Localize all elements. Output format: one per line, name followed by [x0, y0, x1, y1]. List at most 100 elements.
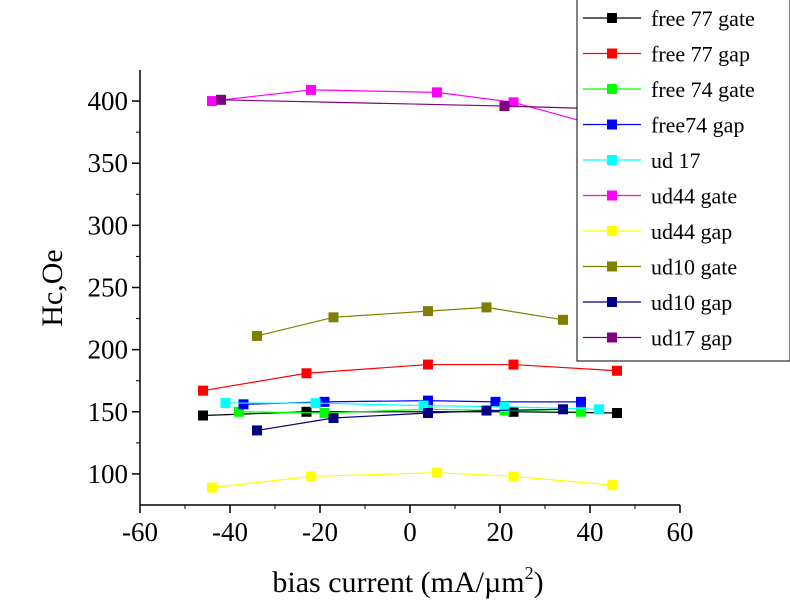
data-point — [508, 359, 519, 370]
x-tick-label: 40 — [577, 517, 604, 547]
legend-label: ud 17 — [651, 148, 701, 173]
series-line — [202, 363, 618, 392]
series-line — [225, 402, 600, 410]
x-tick-label: 0 — [403, 517, 417, 547]
series-6 — [207, 467, 618, 493]
data-point — [432, 87, 442, 98]
legend-swatch-marker — [607, 297, 617, 307]
y-tick-label: 250 — [88, 273, 129, 303]
legend-entry: ud10 gate — [583, 255, 737, 280]
series-line — [220, 99, 591, 110]
legend-label: free 77 gate — [651, 6, 755, 31]
x-axis-title-main: bias current (mA/µm — [272, 566, 524, 599]
data-point — [328, 312, 339, 323]
data-point — [328, 413, 339, 423]
data-point — [207, 96, 217, 107]
series-1 — [198, 359, 622, 396]
legend-swatch-marker — [607, 261, 617, 272]
y-tick-label: 300 — [88, 210, 129, 240]
data-point — [481, 302, 492, 313]
legend-label: free74 gap — [651, 113, 744, 138]
data-point — [508, 406, 519, 417]
data-point — [423, 359, 433, 370]
legend-entry: ud17 gap — [583, 326, 732, 351]
legend-swatch-marker — [607, 155, 617, 165]
data-point — [319, 396, 330, 407]
legend-entry: ud10 gap — [583, 290, 732, 315]
data-point — [306, 84, 316, 95]
x-axis-title: bias current (mA/µm2) — [272, 563, 543, 599]
data-point — [238, 399, 249, 410]
legend: free 77 gate free 77 gap free 74 gate free7… — [576, 0, 790, 362]
data-point — [252, 425, 262, 436]
data-point — [481, 405, 492, 416]
data-point — [216, 94, 226, 105]
data-point — [198, 385, 208, 396]
data-point — [576, 396, 586, 407]
data-point — [220, 398, 231, 409]
legend-swatch-marker — [607, 190, 617, 201]
y-axis-title: Hc,Oe — [36, 249, 69, 326]
x-axis-title-superscript: 2 — [525, 563, 534, 583]
series-9 — [216, 94, 595, 114]
series-4 — [220, 398, 604, 415]
data-point — [301, 406, 312, 417]
series-2 — [234, 404, 586, 419]
plot-series — [198, 84, 622, 493]
series-8 — [252, 404, 568, 436]
legend-swatch-marker — [607, 13, 617, 23]
x-axis-title-close: ) — [534, 566, 544, 599]
legend-label: ud10 gate — [651, 255, 737, 280]
series-7 — [252, 302, 568, 341]
legend-swatch-marker — [607, 332, 617, 343]
x-tick-label: -40 — [212, 517, 248, 547]
x-tick-label: -20 — [302, 517, 338, 547]
data-point — [499, 101, 510, 112]
data-point — [558, 404, 568, 415]
data-point — [490, 396, 501, 407]
legend-swatch-marker — [607, 48, 617, 59]
legend-entry: free 77 gate — [583, 6, 755, 31]
legend-label: ud44 gap — [651, 219, 732, 244]
data-point — [576, 406, 586, 417]
legend-entry: ud 17 — [583, 148, 701, 173]
y-tick-label: 200 — [88, 335, 129, 365]
data-point — [607, 480, 618, 491]
x-tick-label: -60 — [122, 517, 158, 547]
legend-entry: ud44 gate — [583, 184, 737, 209]
legend-entry: free74 gap — [583, 113, 744, 138]
data-point — [423, 306, 433, 317]
legend-label: free 77 gap — [651, 42, 750, 67]
data-point — [301, 368, 312, 379]
series-line — [211, 472, 613, 489]
data-point — [306, 471, 316, 482]
data-point — [423, 408, 433, 419]
data-point — [508, 471, 519, 482]
data-point — [499, 401, 510, 412]
data-point — [558, 314, 568, 325]
legend-swatch-marker — [607, 84, 617, 94]
data-point — [198, 410, 208, 421]
data-point — [612, 365, 622, 376]
y-tick-label: 150 — [88, 397, 129, 427]
legend-entry: free 77 gap — [583, 42, 750, 67]
x-tick-label: 60 — [667, 517, 694, 547]
data-point — [612, 408, 622, 419]
data-point — [432, 467, 442, 478]
legend-swatch-marker — [607, 226, 617, 236]
data-point — [508, 97, 519, 108]
y-tick-label: 350 — [88, 148, 129, 178]
data-point — [319, 408, 330, 419]
legend-label: ud44 gate — [651, 184, 737, 209]
legend-entry: free 74 gate — [583, 77, 755, 102]
x-tick-label: 20 — [487, 517, 514, 547]
legend-swatch-marker — [607, 119, 617, 130]
data-point — [310, 398, 321, 409]
legend-label: ud17 gap — [651, 326, 732, 351]
legend-label: free 74 gate — [651, 77, 755, 102]
data-point — [207, 482, 217, 493]
data-point — [418, 400, 429, 411]
data-point — [252, 330, 262, 341]
y-tick-label: 400 — [88, 86, 129, 116]
